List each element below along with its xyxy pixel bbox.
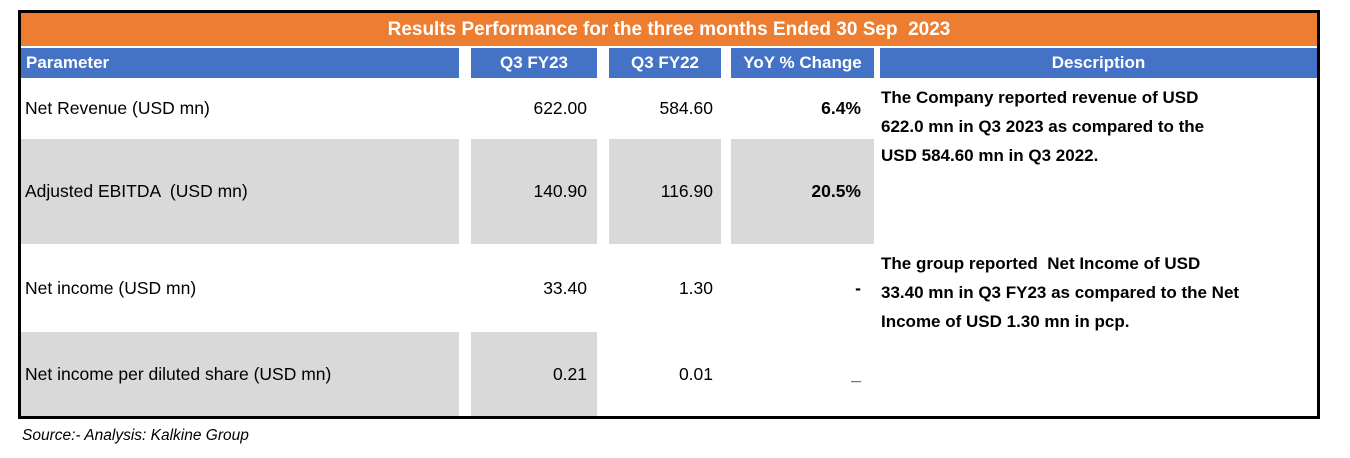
column-header-q3-fy23: Q3 FY23 xyxy=(471,48,597,78)
column-gap xyxy=(459,78,471,139)
description-cell-revenue: The Company reported revenue of USD 622.… xyxy=(874,78,1317,244)
q3-fy22-cell: 0.01 xyxy=(678,363,713,384)
column-gap xyxy=(597,244,609,332)
description-text: The Company reported revenue of USD 622.… xyxy=(881,88,1205,165)
column-gap xyxy=(597,78,609,139)
source-note: Source:- Analysis: Kalkine Group xyxy=(22,427,249,444)
table-row-net-income-per-diluted-share: Net income per diluted share (USD mn) 0.… xyxy=(21,332,874,416)
table-title-bar: Results Performance for the three months… xyxy=(21,13,1317,46)
description-column: The Company reported revenue of USD 622.… xyxy=(874,78,1317,416)
column-gap xyxy=(721,139,731,244)
column-gap xyxy=(459,139,471,244)
table-row-adjusted-ebitda: Adjusted EBITDA (USD mn) 140.90 116.90 2… xyxy=(21,139,874,244)
description-text: The group reported Net Income of USD 33.… xyxy=(881,254,1240,331)
parameter-cell: Adjusted EBITDA (USD mn) xyxy=(21,139,459,244)
column-header-q3-fy22: Q3 FY22 xyxy=(609,48,721,78)
column-gap xyxy=(597,139,609,244)
results-table: Results Performance for the three months… xyxy=(18,10,1320,419)
column-header-description: Description xyxy=(880,48,1317,78)
header-row: Parameter Q3 FY23 Q3 FY22 YoY % Change D… xyxy=(21,48,1317,78)
column-gap xyxy=(597,48,609,78)
description-cell-net-income: The group reported Net Income of USD 33.… xyxy=(874,244,1317,416)
table-row-net-revenue: Net Revenue (USD mn) 622.00 584.60 6.4% xyxy=(21,78,874,139)
q3-fy23-cell: 140.90 xyxy=(471,139,597,244)
table-row-net-income: Net income (USD mn) 33.40 1.30 - xyxy=(21,244,874,332)
yoy-change-cell: 6.4% xyxy=(821,98,861,118)
table-body: Net Revenue (USD mn) 622.00 584.60 6.4% … xyxy=(21,78,1317,416)
parameter-cell: Net Revenue (USD mn) xyxy=(25,98,210,118)
yoy-change-cell: - xyxy=(855,277,861,298)
column-gap xyxy=(721,332,731,416)
column-gap xyxy=(597,332,609,416)
q3-fy22-cell: 584.60 xyxy=(659,98,713,118)
q3-fy23-cell: 622.00 xyxy=(533,98,587,118)
column-gap xyxy=(874,48,880,78)
column-header-parameter: Parameter xyxy=(21,48,459,78)
table-title: Results Performance for the three months… xyxy=(387,18,951,40)
column-gap xyxy=(459,244,471,332)
q3-fy23-cell: 0.21 xyxy=(471,332,597,416)
parameter-cell: Net income (USD mn) xyxy=(25,277,197,298)
column-gap xyxy=(459,332,471,416)
column-gap xyxy=(721,48,731,78)
column-gap xyxy=(721,78,731,139)
yoy-change-cell: 20.5% xyxy=(731,139,874,244)
column-gap xyxy=(721,244,731,332)
column-gap xyxy=(459,48,471,78)
column-header-yoy-change: YoY % Change xyxy=(731,48,874,78)
q3-fy22-cell: 1.30 xyxy=(678,277,713,298)
title-header-gap xyxy=(21,46,1317,48)
q3-fy23-cell: 33.40 xyxy=(543,277,587,298)
q3-fy22-cell: 116.90 xyxy=(609,139,721,244)
yoy-change-cell: _ xyxy=(851,363,861,384)
parameter-cell: Net income per diluted share (USD mn) xyxy=(21,332,459,416)
data-columns: Net Revenue (USD mn) 622.00 584.60 6.4% … xyxy=(21,78,874,416)
